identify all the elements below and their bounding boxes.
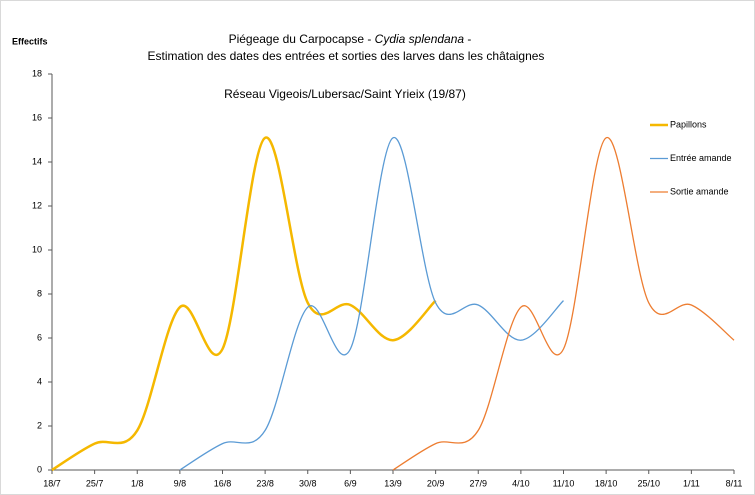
y-tick-label: 2 — [37, 420, 42, 430]
series-line — [179, 137, 564, 471]
title-start: Piégeage du Carpocapse - — [229, 32, 375, 46]
chart-title-line2: Estimation des dates des entrées et sort… — [148, 49, 545, 63]
y-tick-label: 18 — [32, 68, 42, 78]
x-tick-label: 25/10 — [637, 478, 660, 488]
y-tick-label: 10 — [32, 244, 42, 254]
x-tick-label: 23/8 — [256, 478, 274, 488]
title-species: Cydia splendana — [375, 32, 465, 46]
x-tick-label: 4/10 — [512, 478, 530, 488]
x-tick-label: 30/8 — [299, 478, 317, 488]
chart-subtitle: Réseau Vigeois/Lubersac/Saint Yrieix (19… — [224, 87, 466, 101]
x-tick-label: 6/9 — [344, 478, 357, 488]
y-tick-label: 4 — [37, 376, 42, 386]
x-tick-label: 20/9 — [427, 478, 445, 488]
y-axis-label: Effectifs — [12, 36, 48, 46]
y-tick-label: 6 — [37, 332, 42, 342]
x-tick-label: 8/11 — [726, 478, 743, 488]
y-tick-label: 12 — [32, 200, 42, 210]
x-tick-label: 13/9 — [384, 478, 402, 488]
x-tick-label: 11/10 — [553, 478, 575, 488]
title-end: - — [464, 32, 471, 46]
y-tick-label: 14 — [32, 156, 42, 166]
x-tick-label: 18/10 — [595, 478, 618, 488]
x-tick-label: 1/11 — [683, 478, 700, 488]
series-line — [51, 136, 437, 472]
y-tick-label: 8 — [37, 288, 42, 298]
x-tick-label: 18/7 — [43, 478, 61, 488]
legend-label: Papillons — [670, 119, 707, 129]
x-tick-label: 27/9 — [469, 478, 487, 488]
x-tick-label: 1/8 — [131, 478, 144, 488]
x-tick-label: 16/8 — [214, 478, 232, 488]
y-tick-label: 0 — [37, 464, 42, 474]
legend-label: Sortie amande — [670, 186, 729, 196]
x-tick-label: 9/8 — [174, 478, 187, 488]
y-tick-label: 16 — [32, 112, 42, 122]
series-line — [392, 137, 735, 471]
chart-title: Piégeage du Carpocapse - Cydia splendana… — [229, 32, 472, 46]
legend-label: Entrée amande — [670, 153, 732, 163]
x-tick-label: 25/7 — [86, 478, 104, 488]
